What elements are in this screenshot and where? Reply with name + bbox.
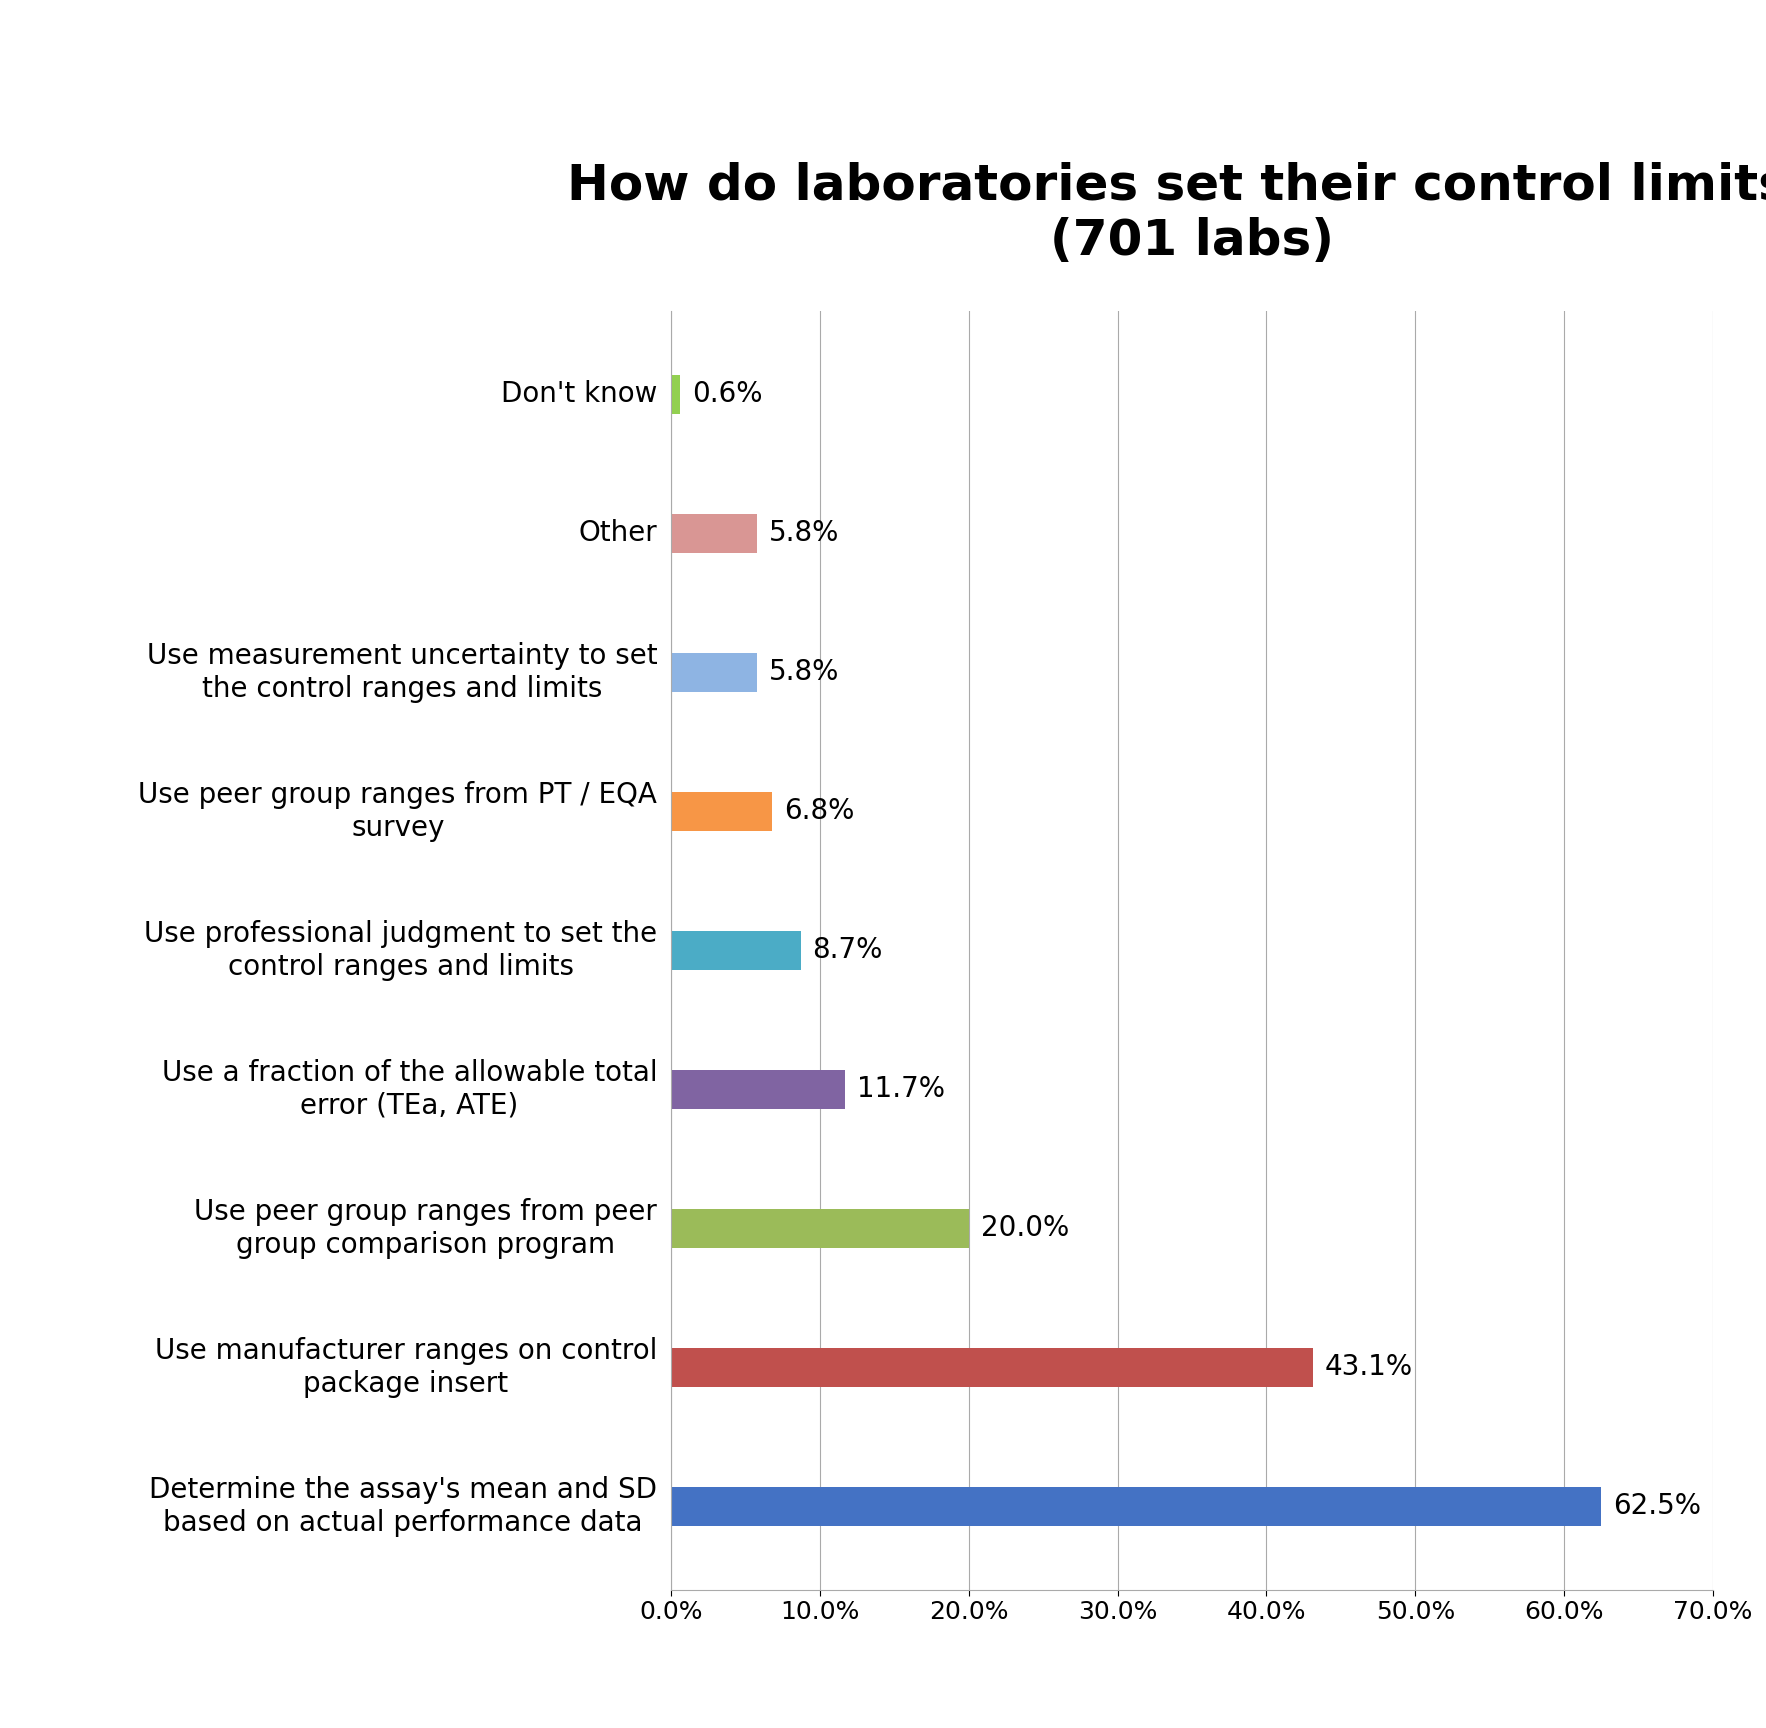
- Text: 62.5%: 62.5%: [1614, 1493, 1701, 1521]
- Text: 5.8%: 5.8%: [770, 520, 839, 548]
- Bar: [671, 515, 758, 553]
- Text: 8.7%: 8.7%: [812, 937, 883, 964]
- Text: 5.8%: 5.8%: [770, 658, 839, 686]
- Text: 20.0%: 20.0%: [980, 1215, 1068, 1242]
- Text: 6.8%: 6.8%: [784, 797, 855, 826]
- Bar: [671, 1348, 1312, 1386]
- Bar: [671, 1210, 970, 1248]
- Bar: [671, 791, 772, 831]
- Title: How do laboratories set their control limits?
(701 labs): How do laboratories set their control li…: [567, 162, 1766, 266]
- Bar: [671, 375, 680, 413]
- Bar: [671, 1070, 846, 1109]
- Bar: [671, 1488, 1602, 1526]
- Bar: [671, 931, 800, 969]
- Text: 0.6%: 0.6%: [692, 380, 763, 408]
- Text: 43.1%: 43.1%: [1324, 1353, 1413, 1381]
- Bar: [671, 653, 758, 691]
- Text: 11.7%: 11.7%: [857, 1075, 945, 1104]
